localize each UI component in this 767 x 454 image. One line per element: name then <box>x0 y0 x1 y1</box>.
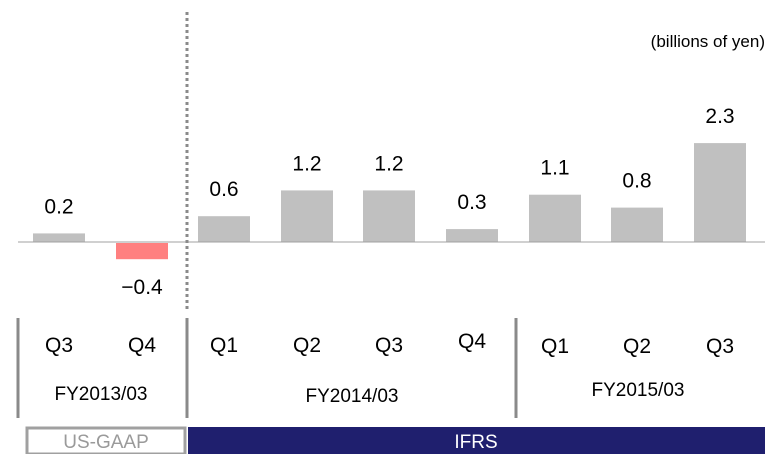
value-label-4: 1.2 <box>292 152 321 175</box>
ifrs-label: IFRS <box>454 432 497 453</box>
fiscal-year-label-2013: FY2013/03 <box>55 384 148 405</box>
bar-5 <box>363 190 415 242</box>
value-label-2: −0.4 <box>121 276 163 299</box>
value-label-3: 0.6 <box>209 178 238 201</box>
value-label-7: 1.1 <box>540 157 569 180</box>
value-label-6: 0.3 <box>457 191 486 214</box>
fiscal-year-label-2015: FY2015/03 <box>592 380 685 401</box>
quarter-label-2: Q4 <box>128 334 156 357</box>
bar-6 <box>446 229 498 242</box>
bar-1 <box>33 233 85 242</box>
unit-label: (billions of yen) <box>651 32 765 51</box>
quarter-label-9: Q3 <box>706 335 734 358</box>
fiscal-year-label-2014: FY2014/03 <box>306 386 399 407</box>
quarter-label-5: Q3 <box>375 334 403 357</box>
us-gaap-label: US-GAAP <box>63 432 149 453</box>
quarter-label-4: Q2 <box>293 334 321 357</box>
quarter-label-3: Q1 <box>210 334 238 357</box>
bar-3 <box>198 216 250 242</box>
value-labels-group: 0.2 −0.4 0.6 1.2 1.2 0.3 1.1 0.8 2.3 <box>44 105 734 299</box>
us-gaap-band <box>25 426 187 454</box>
value-label-8: 0.8 <box>622 170 651 193</box>
bar-8 <box>611 207 663 242</box>
quarter-label-7: Q1 <box>541 335 569 358</box>
value-label-9: 2.3 <box>705 105 734 128</box>
quarter-labels-group: Q3 Q4 Q1 Q2 Q3 Q4 Q1 Q2 Q3 <box>45 330 734 358</box>
value-label-1: 0.2 <box>44 195 73 218</box>
value-label-5: 1.2 <box>374 152 403 175</box>
quarter-label-6: Q4 <box>458 330 486 353</box>
bars-group <box>33 143 746 260</box>
ifrs-band <box>188 427 765 454</box>
quarter-label-8: Q2 <box>623 335 651 358</box>
bar-9 <box>694 143 746 242</box>
bar-4 <box>281 190 333 242</box>
bar-7 <box>529 194 581 242</box>
quarter-label-1: Q3 <box>45 334 73 357</box>
bar-2 <box>116 243 168 260</box>
